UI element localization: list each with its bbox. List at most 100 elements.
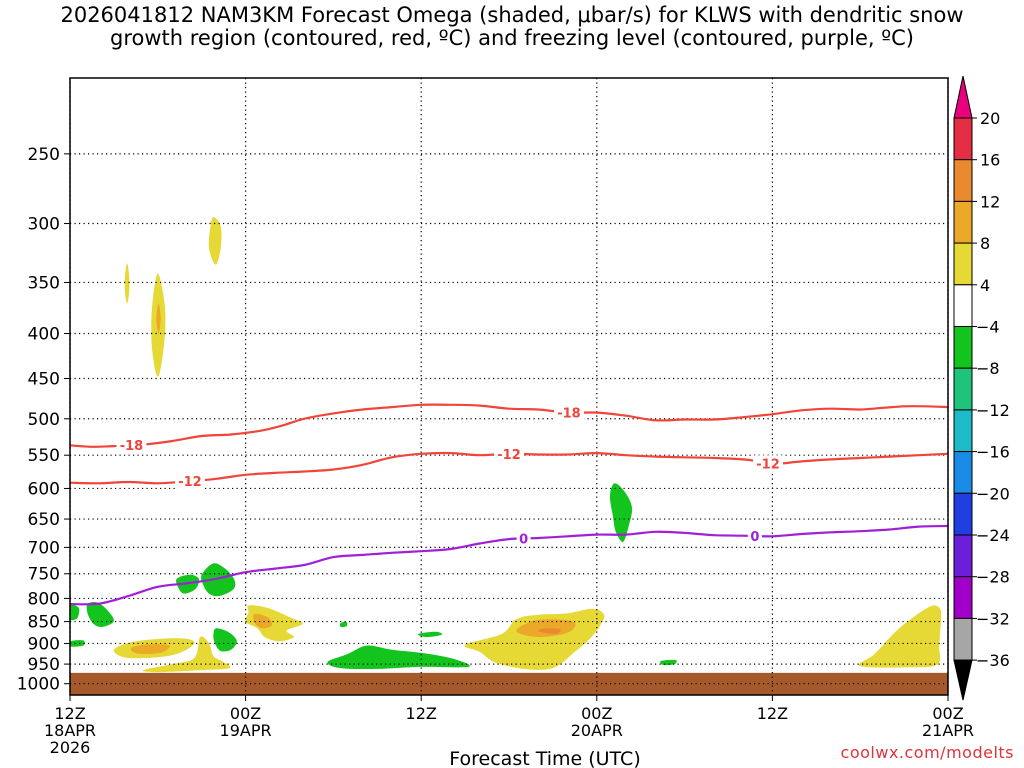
isotherm-label-bg--18-1 [553,404,584,421]
omega-region-21 [417,631,443,638]
omega-region-17 [201,563,236,597]
omega-region-19 [339,621,348,628]
isotherm-label-bg-0-1 [747,527,762,544]
chart-title: 2026041812 NAM3KM Forecast Omega (shaded… [0,4,1024,50]
y-tick-label-900: 900 [28,634,60,654]
colorbar-label-9: −20 [976,484,1010,503]
isotherm-label--18-0: -18 [120,439,144,454]
x-tick-label-48-0: 12Z [757,704,788,723]
colorbar-swatch-0 [953,117,973,161]
x-tick-label-36-1: 20APR [571,721,623,740]
omega-shading-layer [70,217,942,673]
omega-region-10 [516,619,576,638]
colorbar-swatch-9 [953,492,973,536]
x-tick-label-24-0: 12Z [406,704,437,723]
omega-region-8 [253,613,273,629]
y-tick-label-600: 600 [28,479,60,499]
colorbar-label-1: 16 [980,151,1000,170]
y-tick-label-350: 350 [28,273,60,293]
colorbar-label-7: −12 [976,401,1010,420]
omega-region-0 [124,263,130,304]
colorbar-swatch-8 [953,451,973,494]
y-tick-label-400: 400 [28,324,60,344]
isotherm-label--12-2: -12 [756,457,780,472]
omega-region-15 [86,601,114,628]
y-tick-label-500: 500 [28,410,60,430]
omega-region-22 [609,483,633,543]
colorbar: 20 16 12 8 4 −4 −8 −12 −16 −20 −24 −28 −32 −36 [953,75,1010,701]
y-tick-label-800: 800 [28,589,60,609]
isotherm-label-0-1: 0 [750,530,759,545]
isotherm-label-bg--12-1 [494,445,524,462]
isotherm-label-0-0: 0 [519,533,528,548]
colorbar-swatch-5 [953,326,973,369]
omega-region-13 [70,604,80,621]
colorbar-swatch-12 [953,617,973,661]
x-tick-label-60-1: 21APR [922,721,974,740]
grid-layer [69,78,949,695]
colorbar-label-5: −4 [976,318,1000,337]
y-tick-label-950: 950 [28,655,60,675]
omega-region-9 [464,608,605,670]
y-tick-label-1000: 1000 [17,675,60,695]
colorbar-label-12: −32 [976,609,1010,628]
colorbar-swatch-7 [953,409,973,453]
y-tick-label-650: 650 [28,510,60,530]
x-tick-label-12-1: 19APR [220,721,272,740]
isotherm-label-bg--18-0 [116,437,147,454]
colorbar-label-0: 20 [980,109,1000,128]
omega-region-11 [537,628,561,635]
ground-layer [70,672,948,695]
colorbar-label-8: −16 [976,443,1010,462]
chart-title-line-2: growth region (contoured, red, ºC) and f… [110,26,914,50]
x-tick-label-12-0: 00Z [230,704,261,723]
isotherm-line--18 [70,403,948,448]
colorbar-swatch-6 [953,367,973,411]
colorbar-label-2: 12 [980,192,1000,211]
colorbar-label-13: −36 [976,651,1010,670]
x-axis-label: Forecast Time (UTC) [449,748,640,768]
colorbar-swatch-11 [953,576,973,619]
x-tick-label-0-2: 2026 [50,738,91,757]
y-tick-label-550: 550 [28,446,60,466]
colorbar-swatch-4 [953,284,973,327]
colorbar-label-3: 8 [980,234,990,253]
chart-title-line-1: 2026041812 NAM3KM Forecast Omega (shaded… [60,3,964,27]
colorbar-label-4: 4 [980,276,990,295]
y-tick-label-700: 700 [28,538,60,558]
colorbar-above-arrow [953,75,973,119]
colorbar-swatch-2 [953,200,973,244]
y-tick-label-300: 300 [28,215,60,235]
y-axis: 2503003504004505005506006507007508008509… [17,145,70,695]
y-tick-label-450: 450 [28,370,60,390]
omega-region-18 [213,628,237,652]
colorbar-swatch-10 [953,534,973,578]
omega-region-7 [245,605,303,642]
omega-region-12 [858,605,942,668]
colorbar-swatch-3 [953,242,973,286]
isotherm-label--12-0: -12 [178,475,202,490]
omega-region-14 [70,640,85,647]
x-tick-label-60-0: 00Z [932,704,963,723]
y-tick-label-750: 750 [28,565,60,585]
plot-frame [69,77,949,696]
isotherm-label--12-1: -12 [497,448,521,463]
isotherm-label-bg--12-0 [174,473,205,490]
isotherm-line-0 [70,524,948,606]
plot-border [69,77,949,696]
omega-region-6 [142,636,231,673]
colorbar-label-6: −8 [976,359,1000,378]
contour-layer: -18 -18 -12 -12 -12 0 0 [70,403,948,606]
x-tick-label-0-1: 18APR [44,721,96,740]
omega-region-3 [208,217,222,265]
y-tick-label-250: 250 [28,145,60,165]
colorbar-swatch-1 [953,159,973,202]
x-tick-label-0-0: 12Z [54,704,85,723]
colorbar-label-11: −28 [976,568,1010,587]
ground-fill [70,672,948,695]
source-link[interactable]: coolwx.com/modelts [840,743,1014,762]
omega-region-2 [156,303,161,334]
omega-region-5 [130,644,170,654]
omega-region-20 [327,645,470,670]
